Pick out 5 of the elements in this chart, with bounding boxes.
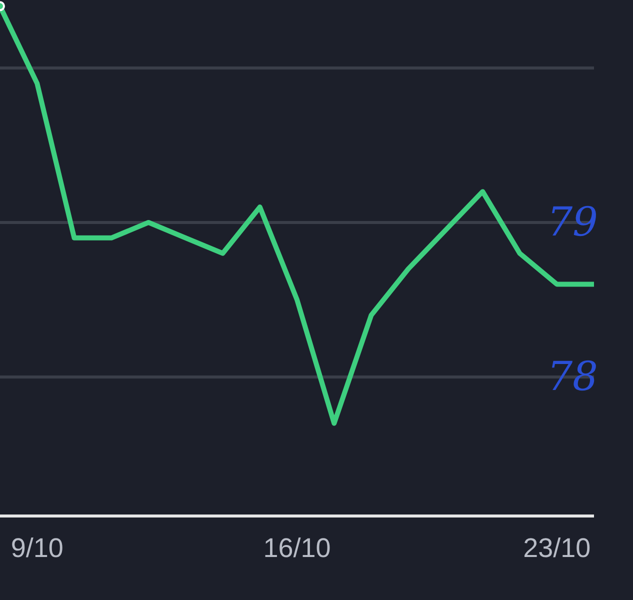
y-tick-label: 78 xyxy=(547,354,598,400)
x-tick-label: 16/10 xyxy=(263,533,331,564)
x-tick-label: 9/10 xyxy=(10,533,64,564)
y-tick-label: 79 xyxy=(547,199,598,246)
x-tick-label: 23/10 xyxy=(523,533,591,564)
